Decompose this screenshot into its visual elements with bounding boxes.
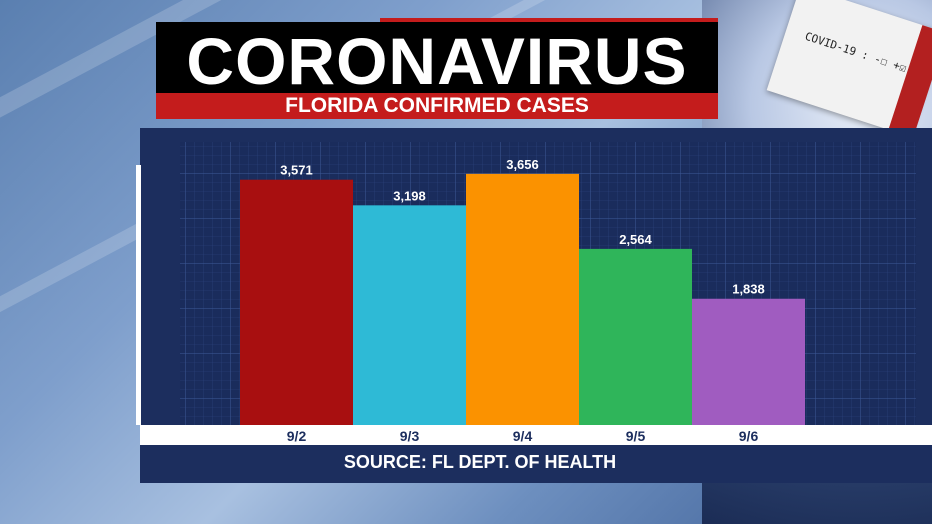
value-label: 3,656 [506, 157, 539, 172]
bar-9-3 [353, 205, 466, 425]
x-tick-label: 9/5 [626, 428, 646, 444]
left-accent-strip [136, 165, 141, 425]
bar-9-2 [240, 179, 353, 425]
page-title: CORONAVIRUS [186, 24, 688, 98]
x-tick-label: 9/3 [400, 428, 420, 444]
title-accent-bar [380, 18, 718, 24]
chart-frame: 3,571 3,198 3,656 2,564 1,838 9/2 9/3 9/4 9/5 9/… [140, 128, 932, 483]
x-tick-label: 9/2 [287, 428, 307, 444]
source-caption: SOURCE: FL DEPT. OF HEALTH [343, 452, 617, 472]
bar-9-6 [692, 298, 805, 425]
bar-9-5 [579, 248, 692, 425]
chart-subtitle: FLORIDA CONFIRMED CASES [285, 94, 589, 117]
x-axis-strip [140, 425, 932, 445]
subtitle-banner: FLORIDA CONFIRMED CASES [156, 93, 718, 119]
value-label: 3,571 [280, 163, 313, 178]
covid-test-card-label: COVID-19 : -☐ +☑ [803, 29, 909, 75]
x-tick-label: 9/4 [513, 428, 533, 444]
value-label: 2,564 [619, 232, 652, 247]
x-tick-label: 9/6 [739, 428, 759, 444]
bar-9-4 [466, 173, 579, 425]
bar-chart: 3,571 3,198 3,656 2,564 1,838 9/2 9/3 9/4 9/5 9/… [180, 142, 916, 444]
value-label: 1,838 [732, 282, 765, 297]
value-label: 3,198 [393, 188, 426, 203]
